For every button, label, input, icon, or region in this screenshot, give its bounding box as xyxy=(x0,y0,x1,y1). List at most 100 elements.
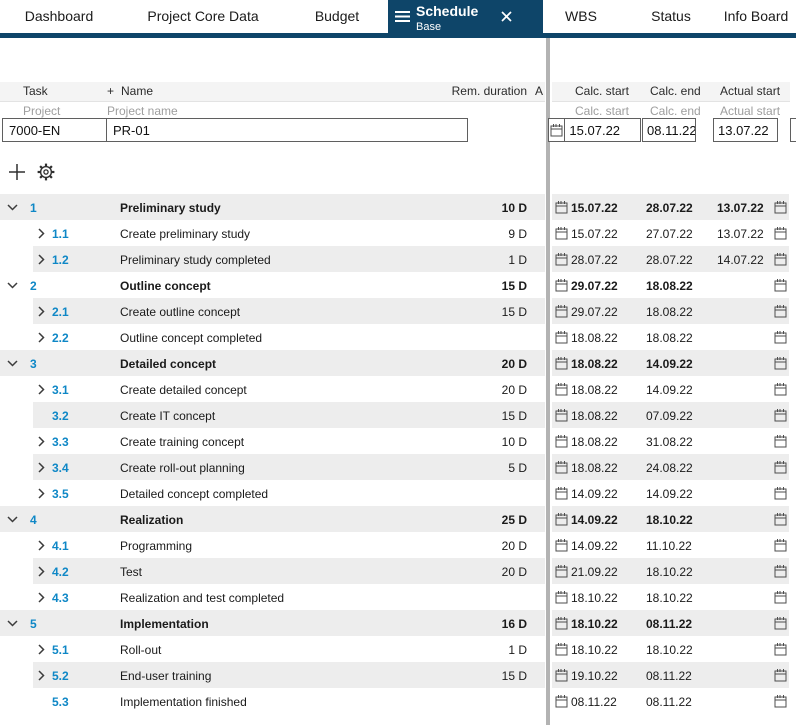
task-row[interactable]: 2 Outline concept 15 D xyxy=(0,272,545,298)
task-row[interactable]: 3.3 Create training concept 10 D xyxy=(0,428,545,454)
task-row[interactable]: 3 Detailed concept 20 D xyxy=(0,350,545,376)
project-calc-start-input[interactable] xyxy=(565,119,640,141)
calendar-icon[interactable] xyxy=(555,460,568,474)
add-column-icon[interactable]: + xyxy=(107,84,115,98)
calendar-icon[interactable] xyxy=(555,252,568,266)
expander-icon[interactable] xyxy=(38,488,45,499)
task-row[interactable]: 4.2 Test 20 D xyxy=(0,558,545,584)
task-row[interactable]: 2.2 Outline concept completed xyxy=(0,324,545,350)
task-number[interactable]: 2.2 xyxy=(52,331,69,345)
expander-icon[interactable] xyxy=(38,306,45,317)
task-row[interactable]: 3.1 Create detailed concept 20 D xyxy=(0,376,545,402)
task-row[interactable]: 1.1 Create preliminary study 9 D xyxy=(0,220,545,246)
task-number[interactable]: 5.1 xyxy=(52,643,69,657)
tab-budget[interactable]: Budget xyxy=(314,8,360,24)
task-row[interactable]: 2.1 Create outline concept 15 D xyxy=(0,298,545,324)
calendar-icon[interactable] xyxy=(774,564,787,578)
calendar-icon[interactable] xyxy=(774,200,787,214)
task-number[interactable]: 3.2 xyxy=(52,409,69,423)
expander-icon[interactable] xyxy=(7,204,18,211)
task-number[interactable]: 5.3 xyxy=(52,695,69,709)
expander-icon[interactable] xyxy=(7,620,18,627)
expander-icon[interactable] xyxy=(38,566,45,577)
task-row[interactable]: 5.2 End-user training 15 D xyxy=(0,662,545,688)
task-dates-row[interactable]: 29.07.22 18.08.22 xyxy=(552,272,796,298)
task-number[interactable]: 3.4 xyxy=(52,461,69,475)
clipped-date-field[interactable] xyxy=(790,118,796,142)
expander-icon[interactable] xyxy=(38,228,45,239)
task-number[interactable]: 1 xyxy=(30,201,37,215)
calendar-icon[interactable] xyxy=(774,642,787,656)
task-number[interactable]: 1.2 xyxy=(52,253,69,267)
expander-icon[interactable] xyxy=(7,360,18,367)
task-number[interactable]: 3.1 xyxy=(52,383,69,397)
calendar-icon[interactable] xyxy=(555,694,568,708)
calendar-icon[interactable] xyxy=(555,668,568,682)
tab-wbs[interactable]: WBS xyxy=(565,8,597,24)
task-dates-row[interactable]: 14.09.22 14.09.22 xyxy=(552,480,796,506)
expander-icon[interactable] xyxy=(38,592,45,603)
task-number[interactable]: 3.3 xyxy=(52,435,69,449)
expander-icon[interactable] xyxy=(38,254,45,265)
task-dates-row[interactable]: 18.10.22 08.11.22 xyxy=(552,610,796,636)
task-dates-row[interactable]: 14.09.22 18.10.22 xyxy=(552,506,796,532)
calendar-icon[interactable] xyxy=(774,382,787,396)
calendar-icon[interactable] xyxy=(774,590,787,604)
task-dates-row[interactable]: 18.08.22 14.09.22 xyxy=(552,376,796,402)
task-row[interactable]: 1 Preliminary study 10 D xyxy=(0,194,545,220)
task-row[interactable]: 3.2 Create IT concept 15 D xyxy=(0,402,545,428)
tab-schedule-active[interactable]: Schedule Base xyxy=(388,0,543,38)
expander-icon[interactable] xyxy=(38,462,45,473)
calendar-icon[interactable] xyxy=(774,616,787,630)
gear-icon[interactable] xyxy=(36,162,56,182)
task-dates-row[interactable]: 18.10.22 18.10.22 xyxy=(552,636,796,662)
pane-splitter[interactable] xyxy=(546,38,550,725)
task-dates-row[interactable]: 18.08.22 14.09.22 xyxy=(552,350,796,376)
expander-icon[interactable] xyxy=(7,282,18,289)
calendar-icon[interactable] xyxy=(555,616,568,630)
task-number[interactable]: 4.2 xyxy=(52,565,69,579)
calendar-icon[interactable] xyxy=(555,408,568,422)
task-number[interactable]: 2 xyxy=(30,279,37,293)
task-dates-row[interactable]: 18.08.22 07.09.22 xyxy=(552,402,796,428)
expander-icon[interactable] xyxy=(7,516,18,523)
calendar-icon[interactable] xyxy=(555,330,568,344)
calendar-icon[interactable] xyxy=(774,226,787,240)
calendar-icon[interactable] xyxy=(774,304,787,318)
project-calc-end-input[interactable] xyxy=(643,119,695,141)
task-dates-row[interactable]: 18.08.22 31.08.22 xyxy=(552,428,796,454)
task-number[interactable]: 1.1 xyxy=(52,227,69,241)
add-task-button[interactable] xyxy=(8,163,26,181)
close-icon[interactable] xyxy=(501,9,512,27)
calendar-icon[interactable] xyxy=(774,408,787,422)
calendar-icon[interactable] xyxy=(774,512,787,526)
calendar-icon[interactable] xyxy=(774,486,787,500)
task-number[interactable]: 3.5 xyxy=(52,487,69,501)
task-row[interactable]: 5.1 Roll-out 1 D xyxy=(0,636,545,662)
task-row[interactable]: 5 Implementation 16 D xyxy=(0,610,545,636)
calendar-icon[interactable] xyxy=(555,564,568,578)
expander-icon[interactable] xyxy=(38,332,45,343)
calendar-icon[interactable] xyxy=(774,278,787,292)
task-dates-row[interactable]: 18.10.22 18.10.22 xyxy=(552,584,796,610)
task-dates-row[interactable]: 29.07.22 18.08.22 xyxy=(552,298,796,324)
task-row[interactable]: 5.3 Implementation finished xyxy=(0,688,545,714)
calendar-icon[interactable] xyxy=(555,590,568,604)
calendar-icon[interactable] xyxy=(774,538,787,552)
task-number[interactable]: 4.1 xyxy=(52,539,69,553)
task-dates-row[interactable]: 18.08.22 18.08.22 xyxy=(552,324,796,350)
task-row[interactable]: 1.2 Preliminary study completed 1 D xyxy=(0,246,545,272)
task-number[interactable]: 4.3 xyxy=(52,591,69,605)
expander-icon[interactable] xyxy=(38,436,45,447)
task-row[interactable]: 3.4 Create roll-out planning 5 D xyxy=(0,454,545,480)
calendar-icon[interactable] xyxy=(774,356,787,370)
task-number[interactable]: 5.2 xyxy=(52,669,69,683)
calendar-icon[interactable] xyxy=(774,668,787,682)
task-dates-row[interactable]: 14.09.22 11.10.22 xyxy=(552,532,796,558)
task-dates-row[interactable]: 08.11.22 08.11.22 xyxy=(552,688,796,714)
calendar-icon[interactable] xyxy=(774,252,787,266)
task-dates-row[interactable]: 28.07.22 28.07.22 14.07.22 xyxy=(552,246,796,272)
calendar-icon[interactable] xyxy=(555,382,568,396)
task-row[interactable]: 3.5 Detailed concept completed xyxy=(0,480,545,506)
tab-info-board[interactable]: Info Board xyxy=(723,8,789,24)
